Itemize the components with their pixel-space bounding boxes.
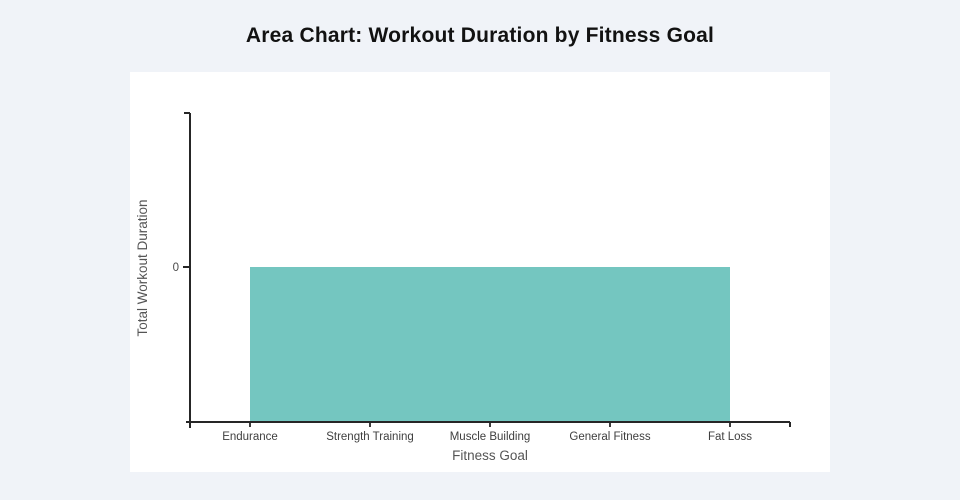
- plot-svg: 0 Endurance Strength Training Muscle Buildi…: [135, 112, 791, 463]
- y-axis-title: Total Workout Duration: [135, 199, 150, 336]
- chart-title: Area Chart: Workout Duration by Fitness …: [245, 24, 715, 47]
- x-axis-title: Fitness Goal: [452, 448, 528, 463]
- x-tick-label-5: Fat Loss: [708, 431, 752, 443]
- x-tick-label-3: Muscle Building: [450, 431, 531, 443]
- x-tick-label-2: Strength Training: [326, 431, 414, 443]
- x-tick-label-4: General Fitness: [569, 431, 650, 443]
- plot-panel: 0 Endurance Strength Training Muscle Buildi…: [130, 72, 830, 472]
- area-fill-series: [250, 267, 730, 422]
- y-tick-label-zero: 0: [173, 262, 179, 274]
- x-tick-label-1: Endurance: [222, 431, 278, 443]
